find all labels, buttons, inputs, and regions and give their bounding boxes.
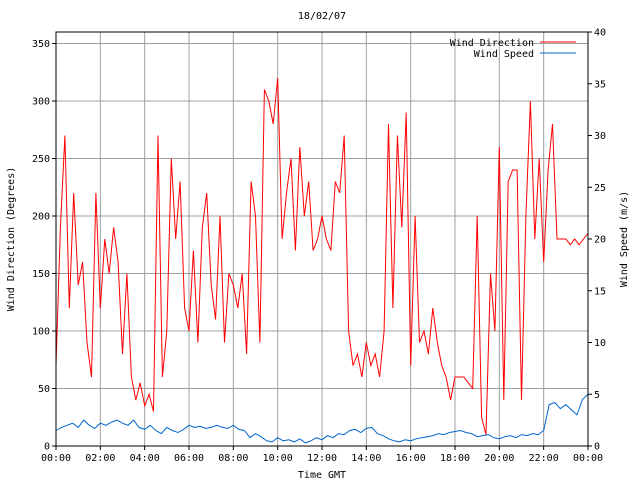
axis-ticks: 00:00 02:00 04:00 06:00 08:00 10:00 12:00 14:00… [32, 28, 606, 465]
x-tick-label: 20:00 [484, 453, 514, 464]
y-tick-label: 100 [32, 327, 50, 338]
y2-tick-label: 40 [594, 28, 606, 39]
chart-title: 18/02/07 [298, 11, 346, 22]
series-line-wind-direction [55, 77, 589, 435]
y2-tick-label: 25 [594, 183, 606, 194]
y2-tick-label: 15 [594, 286, 606, 297]
x-tick-label: 16:00 [396, 453, 426, 464]
y2-tick-label: 35 [594, 79, 606, 90]
y2-tick-label: 5 [594, 390, 600, 401]
legend-label-wind-direction: Wind Direction [450, 38, 534, 49]
grid [56, 32, 588, 446]
x-tick-label: 10:00 [263, 453, 293, 464]
x-tick-label: 22:00 [529, 453, 559, 464]
y-tick-label: 300 [32, 97, 50, 108]
y-tick-label: 50 [38, 384, 50, 395]
x-tick-label: 00:00 [41, 453, 71, 464]
series-line-wind-speed [55, 393, 589, 444]
y-tick-label: 250 [32, 154, 50, 165]
x-tick-label: 14:00 [351, 453, 381, 464]
y-tick-label: 200 [32, 212, 50, 223]
y2-axis-label: Wind Speed (m/s) [619, 191, 630, 287]
y-axis-label: Wind Direction (Degrees) [6, 167, 17, 312]
y2-tick-label: 10 [594, 338, 606, 349]
y2-tick-label: 30 [594, 131, 606, 142]
x-tick-label: 04:00 [130, 453, 160, 464]
x-tick-label: 08:00 [218, 453, 248, 464]
y-tick-label: 350 [32, 39, 50, 50]
x-tick-label: 06:00 [174, 453, 204, 464]
legend-label-wind-speed: Wind Speed [474, 49, 534, 60]
x-tick-label: 18:00 [440, 453, 470, 464]
y-tick-label: 0 [44, 442, 50, 453]
x-tick-label: 02:00 [85, 453, 115, 464]
y-tick-label: 150 [32, 269, 50, 280]
y2-tick-label: 0 [594, 442, 600, 453]
y2-tick-label: 20 [594, 235, 606, 246]
legend: Wind Direction Wind Speed [450, 38, 576, 60]
x-tick-label: 00:00 [573, 453, 603, 464]
x-axis-label: Time GMT [298, 470, 346, 480]
x-tick-label: 12:00 [307, 453, 337, 464]
series-layer [55, 77, 589, 444]
